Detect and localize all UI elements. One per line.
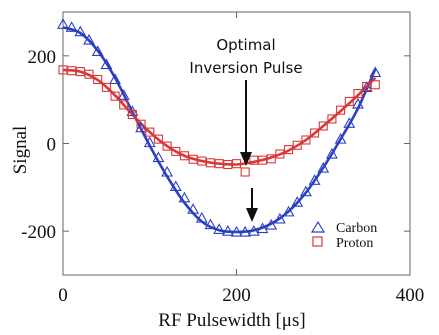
data-point-proton: [318, 121, 328, 131]
data-point-proton: [93, 74, 103, 85]
tick-marks: [62, 12, 411, 275]
data-point-proton: [127, 110, 137, 120]
data-point-proton: [275, 149, 285, 159]
data-point-carbon: [152, 151, 165, 163]
data-point-carbon: [308, 174, 321, 185]
data-point-carbon: [317, 161, 330, 173]
fit-curve-carbon: [62, 26, 377, 234]
data-point-carbon: [100, 58, 113, 70]
data-point-carbon: [352, 97, 364, 109]
data-point-carbon: [57, 18, 69, 29]
data-point-proton: [145, 127, 155, 137]
data-point-proton: [205, 158, 216, 168]
legend-carbon-marker: [310, 220, 326, 233]
data-point-carbon: [117, 89, 130, 100]
data-point-proton: [153, 134, 163, 144]
data-point-carbon: [239, 225, 252, 237]
data-point-carbon: [273, 212, 286, 224]
data-point-carbon: [161, 165, 174, 177]
y-axis-title: Signal: [10, 126, 31, 175]
data-point-proton: [362, 81, 372, 92]
annotation-arrows: [240, 80, 258, 222]
data-point-carbon: [74, 25, 87, 37]
fit-curve-proton: [62, 68, 377, 166]
y-tick-label: 0: [47, 135, 57, 156]
data-points: [57, 18, 382, 237]
legend-proton-marker: [312, 236, 323, 247]
annotation-line-2: Inversion Pulse: [189, 59, 302, 77]
data-point-proton: [240, 167, 250, 177]
data-point-proton: [336, 105, 346, 115]
data-point-carbon: [143, 136, 156, 148]
x-axis-title: RF Pulsewidth [μs]: [158, 310, 305, 331]
data-point-carbon: [299, 185, 312, 197]
data-point-proton: [197, 156, 207, 166]
data-point-carbon: [187, 203, 200, 214]
data-point-carbon: [204, 218, 217, 230]
data-point-proton: [266, 154, 276, 164]
legend: Carbon Proton: [310, 220, 377, 251]
legend-carbon-label: Carbon: [336, 221, 377, 236]
data-point-proton: [101, 82, 111, 92]
data-point-carbon: [65, 21, 78, 32]
data-point-proton: [119, 100, 129, 110]
data-point-carbon: [169, 180, 182, 192]
x-tick-label: 400: [396, 285, 425, 306]
tick-labels: 0 200 400 200 0 -200: [21, 47, 424, 306]
data-point-proton: [162, 141, 172, 151]
data-point-carbon: [195, 211, 208, 223]
data-point-proton: [67, 66, 77, 76]
data-point-carbon: [360, 81, 373, 92]
data-point-proton: [75, 67, 85, 77]
fit-curves: [62, 26, 377, 234]
data-point-proton: [231, 159, 242, 169]
data-point-carbon: [213, 223, 226, 234]
data-point-proton: [136, 119, 146, 129]
data-point-carbon: [109, 73, 121, 85]
data-point-carbon: [256, 222, 269, 234]
data-point-carbon: [221, 225, 234, 236]
y-tick-label: -200: [21, 222, 56, 243]
arrow-to-carbon-head: [246, 208, 258, 222]
data-point-carbon: [135, 121, 148, 133]
data-point-carbon: [343, 117, 356, 128]
data-point-carbon: [325, 147, 338, 159]
x-tick-label: 0: [58, 285, 68, 306]
data-point-carbon: [178, 191, 191, 203]
data-point-proton: [310, 128, 320, 138]
data-point-proton: [257, 155, 268, 165]
data-point-carbon: [369, 66, 382, 78]
data-point-carbon: [291, 196, 304, 207]
data-point-carbon: [282, 205, 295, 217]
data-point-proton: [344, 96, 354, 106]
data-point-proton: [179, 151, 189, 161]
data-point-proton: [353, 88, 363, 99]
data-point-proton: [370, 80, 380, 90]
data-point-proton: [188, 154, 198, 164]
data-point-proton: [301, 135, 311, 145]
arrow-to-proton-head: [240, 152, 252, 166]
y-tick-label: 200: [28, 47, 57, 68]
data-point-carbon: [83, 33, 95, 45]
data-point-carbon: [247, 225, 260, 236]
data-point-proton: [283, 145, 294, 155]
annotation-line-1: Optimal: [216, 36, 275, 54]
data-point-proton: [171, 146, 181, 156]
legend-proton-label: Proton: [336, 236, 373, 251]
data-point-proton: [327, 114, 337, 124]
data-point-proton: [249, 155, 259, 165]
data-point-proton: [223, 159, 233, 170]
data-point-carbon: [265, 218, 278, 230]
data-point-proton: [214, 159, 224, 169]
data-point-proton: [84, 69, 94, 79]
data-point-carbon: [230, 225, 243, 237]
data-point-proton: [292, 140, 302, 150]
x-tick-label: 200: [222, 285, 251, 306]
data-point-proton: [110, 91, 120, 101]
data-point-carbon: [91, 45, 104, 57]
data-point-carbon: [334, 132, 347, 144]
data-point-proton: [58, 65, 68, 75]
